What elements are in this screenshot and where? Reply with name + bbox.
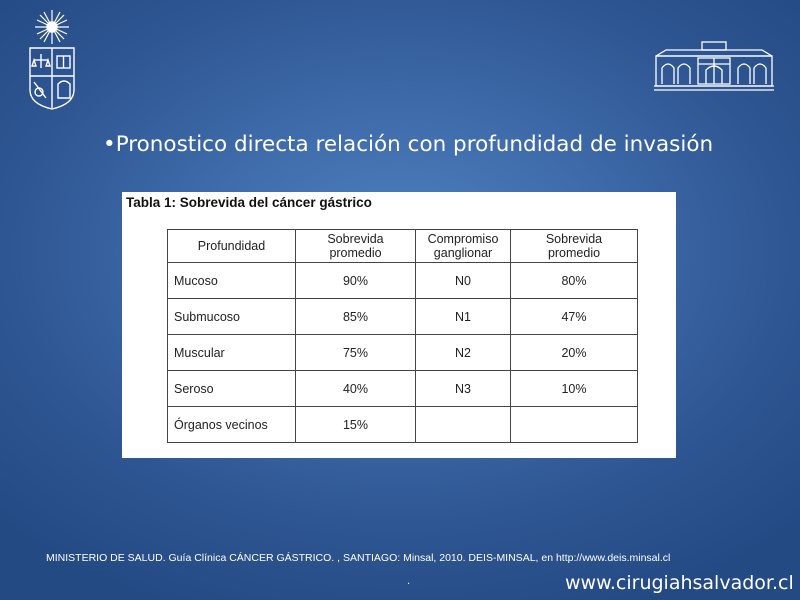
table-row: Seroso 40% N3 10% bbox=[167, 370, 638, 407]
survival-table-panel: Tabla 1: Sobrevida del cáncer gástrico P… bbox=[122, 192, 676, 458]
slide-bullet: •Pronostico directa relación con profund… bbox=[103, 132, 713, 157]
cell-depth: Mucoso bbox=[167, 262, 296, 299]
bullet-marker: • bbox=[103, 132, 116, 157]
table-header-row: Profundidad Sobrevida promedio Compromiso… bbox=[167, 229, 638, 263]
table-title: Tabla 1: Sobrevida del cáncer gástrico bbox=[126, 195, 372, 210]
header-profundidad: Profundidad bbox=[167, 229, 296, 263]
footer-dot: . bbox=[407, 576, 411, 587]
cell-node-survival: 20% bbox=[510, 334, 638, 371]
cell-survival: 90% bbox=[295, 262, 416, 299]
hospital-building-icon bbox=[654, 41, 774, 91]
cell-node: N2 bbox=[415, 334, 511, 371]
table-row: Órganos vecinos 15% bbox=[167, 406, 638, 443]
cell-survival: 85% bbox=[295, 298, 416, 335]
cell-node: N3 bbox=[415, 370, 511, 407]
header-sobrevida-1: Sobrevida promedio bbox=[295, 229, 416, 263]
cell-depth: Submucoso bbox=[167, 298, 296, 335]
cell-node-survival: 10% bbox=[510, 370, 638, 407]
survival-table: Profundidad Sobrevida promedio Compromiso… bbox=[167, 229, 638, 443]
cell-survival: 75% bbox=[295, 334, 416, 371]
header-compromiso: Compromiso ganglionar bbox=[415, 229, 511, 263]
citation-text: MINISTERIO DE SALUD. Guía Clínica CÁNCER… bbox=[46, 552, 671, 564]
cell-survival: 40% bbox=[295, 370, 416, 407]
cell-node: N0 bbox=[415, 262, 511, 299]
header-sobrevida-2: Sobrevida promedio bbox=[510, 229, 638, 263]
cell-node-survival bbox=[510, 406, 638, 443]
table-row: Mucoso 90% N0 80% bbox=[167, 262, 638, 299]
hospital-building-logo bbox=[652, 40, 776, 92]
cell-survival: 15% bbox=[295, 406, 416, 443]
cell-node-survival: 80% bbox=[510, 262, 638, 299]
cell-node: N1 bbox=[415, 298, 511, 335]
table-row: Submucoso 85% N1 47% bbox=[167, 298, 638, 335]
table-row: Muscular 75% N2 20% bbox=[167, 334, 638, 371]
cell-depth: Muscular bbox=[167, 334, 296, 371]
university-crest-icon bbox=[29, 10, 75, 110]
cell-depth: Órganos vecinos bbox=[167, 406, 296, 443]
cell-node-survival: 47% bbox=[510, 298, 638, 335]
cell-depth: Seroso bbox=[167, 370, 296, 407]
bullet-text: Pronostico directa relación con profundi… bbox=[115, 132, 714, 157]
website-url: www.cirugiahsalvador.cl bbox=[565, 572, 794, 594]
cell-node bbox=[415, 406, 511, 443]
university-crest-logo bbox=[24, 8, 80, 112]
